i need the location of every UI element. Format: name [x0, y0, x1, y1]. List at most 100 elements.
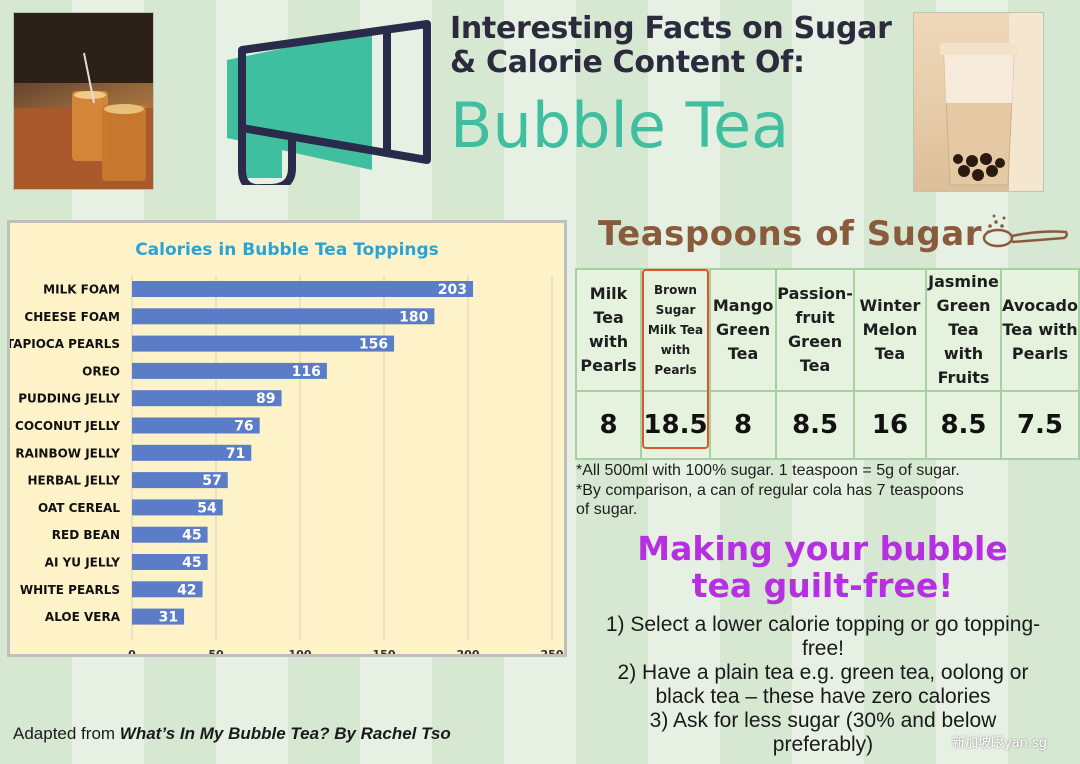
sugar-heading: Teaspoons of Sugar	[598, 214, 982, 254]
sugar-col-header-line: fruit	[795, 308, 835, 327]
sugar-col-header-line: Passion-	[777, 284, 853, 303]
iced-tea-photo	[13, 12, 154, 190]
sugar-col-header-line: Jasmine	[928, 272, 999, 291]
sugar-col-header-line: Pearls	[580, 356, 637, 375]
category-label: OAT CEREAL	[38, 501, 120, 515]
sugar-col-header-line: Tea with	[943, 320, 984, 363]
value-label: 54	[197, 500, 217, 516]
sugar-table-header-row: Milk Tea with Pearls Brown Sugar Milk Tea with P…	[574, 268, 1080, 392]
sugar-col-header-line: Mango	[712, 296, 774, 315]
sugar-col-header-line: Green	[716, 320, 771, 339]
sugar-col-header-line: Tea	[874, 344, 906, 363]
category-label: RAINBOW JELLY	[15, 446, 120, 460]
sugar-col-header-line: Green	[936, 296, 991, 315]
category-label: HERBAL JELLY	[27, 474, 120, 488]
sugar-col-header-line: Milk Tea	[647, 323, 704, 337]
x-tick-label: 200	[457, 648, 480, 654]
category-label: MILK FOAM	[43, 283, 120, 297]
sugar-col-value: 8.5	[925, 390, 1002, 460]
sugar-col-header-line: Winter	[859, 296, 921, 315]
source-credit: Adapted from What’s In My Bubble Tea? By…	[13, 724, 451, 744]
sugar-col-value: 16	[852, 390, 928, 460]
value-label: 76	[234, 419, 253, 435]
bar	[132, 526, 208, 543]
x-tick-label: 150	[373, 648, 396, 654]
sugar-col-header-line: Fruits	[937, 368, 990, 387]
x-tick-label: 100	[289, 648, 312, 654]
sugar-col-header: Avocado Tea with Pearls	[1000, 268, 1080, 392]
credit-source: What’s In My Bubble Tea? By Rachel Tso	[119, 724, 451, 743]
sugar-col-header-line: Tea	[799, 356, 831, 375]
toppings-chart-panel: Calories in Bubble Tea Toppings 0 50 100 150…	[7, 220, 567, 657]
category-label: RED BEAN	[52, 528, 120, 542]
toppings-bar-chart: Calories in Bubble Tea Toppings 0 50 100 150…	[10, 240, 564, 654]
sugar-col-header: Jasmine Green Tea with Fruits	[925, 268, 1002, 392]
bar	[132, 499, 223, 516]
sugar-col-header-line: Avocado	[1002, 296, 1078, 315]
value-label: 89	[256, 391, 275, 407]
bar	[132, 417, 260, 434]
value-label: 180	[399, 309, 428, 325]
bar	[132, 335, 395, 352]
sugar-note-1: *All 500ml with 100% sugar. 1 teaspoon =…	[576, 462, 960, 479]
tip-1-cont: free!	[801, 637, 845, 660]
value-label: 57	[202, 473, 221, 489]
bar	[132, 472, 228, 489]
bubble-tea-photo	[913, 12, 1044, 192]
tip-2-cont: black tea – these have zero calories	[655, 685, 991, 708]
iced-tea-illustration	[14, 13, 153, 189]
megaphone-icon	[227, 20, 431, 185]
bar	[132, 554, 208, 570]
sugar-col-header-line: Sugar	[655, 303, 696, 317]
sugar-col-value: 8	[708, 390, 778, 460]
bar	[132, 308, 435, 325]
value-label: 45	[182, 528, 201, 544]
sugar-col-header-line: Brown	[654, 283, 697, 297]
value-label: 203	[438, 282, 467, 298]
sugar-note-2: *By comparison, a can of regular cola ha…	[576, 482, 964, 499]
category-label: AI YU JELLY	[45, 556, 121, 570]
bar	[132, 608, 185, 625]
bar	[132, 390, 282, 407]
sugar-col-header-line: Milk	[589, 284, 628, 303]
sugar-col-value: 8.5	[775, 390, 855, 460]
chart-title: Calories in Bubble Tea Toppings	[135, 240, 439, 260]
main-title: Bubble Tea	[450, 89, 790, 162]
sugar-col-header-line: with	[588, 332, 629, 351]
tip-2: 2) Have a plain tea e.g. green tea, oolo…	[617, 661, 1029, 684]
spoon-icon	[982, 214, 1068, 248]
sugar-col-header-line: Pearls	[1011, 344, 1069, 363]
bar	[132, 444, 252, 461]
bar	[132, 581, 203, 598]
value-label: 116	[292, 364, 321, 380]
value-label: 156	[359, 337, 388, 353]
sugar-col-header-line: Tea with	[1002, 320, 1078, 339]
sugar-note-2-cont: of sugar.	[576, 501, 638, 518]
category-label: ALOE VERA	[45, 610, 121, 624]
sugar-col-header-line: Tea	[727, 344, 759, 363]
category-label: PUDDING JELLY	[18, 392, 120, 406]
value-label: 71	[226, 446, 245, 462]
category-label: OREO	[82, 364, 120, 378]
guilt-free-title-line-2: tea guilt-free!	[691, 566, 954, 605]
watermark: 新加坡眼yan.sg	[952, 736, 1048, 751]
sugar-col-header: Winter Melon Tea	[852, 268, 928, 392]
sugar-col-value: 7.5	[1000, 390, 1080, 460]
title-line-1: Interesting Facts on Sugar	[450, 11, 892, 46]
sugar-col-header-line: Pearls	[654, 363, 697, 377]
category-label: TAPIOCA PEARLS	[10, 337, 120, 351]
sugar-col-header-line: Tea	[593, 308, 624, 327]
sugar-col-header-line: with	[660, 343, 691, 357]
sugar-col-header: Mango Green Tea	[708, 268, 778, 392]
value-label: 42	[177, 582, 196, 598]
bar	[132, 281, 474, 297]
sugar-col-header-line: Green	[788, 332, 843, 351]
guilt-free-title: Making your bubble tea guilt-free!	[580, 530, 1065, 604]
tip-3: 3) Ask for less sugar (30% and below	[649, 709, 997, 732]
value-label: 45	[182, 555, 201, 571]
bar	[132, 362, 327, 379]
value-label: 31	[159, 610, 178, 626]
x-tick-label: 0	[128, 648, 136, 654]
bubble-tea-cup-illustration	[940, 13, 1043, 191]
category-label: COCONUT JELLY	[15, 419, 120, 433]
